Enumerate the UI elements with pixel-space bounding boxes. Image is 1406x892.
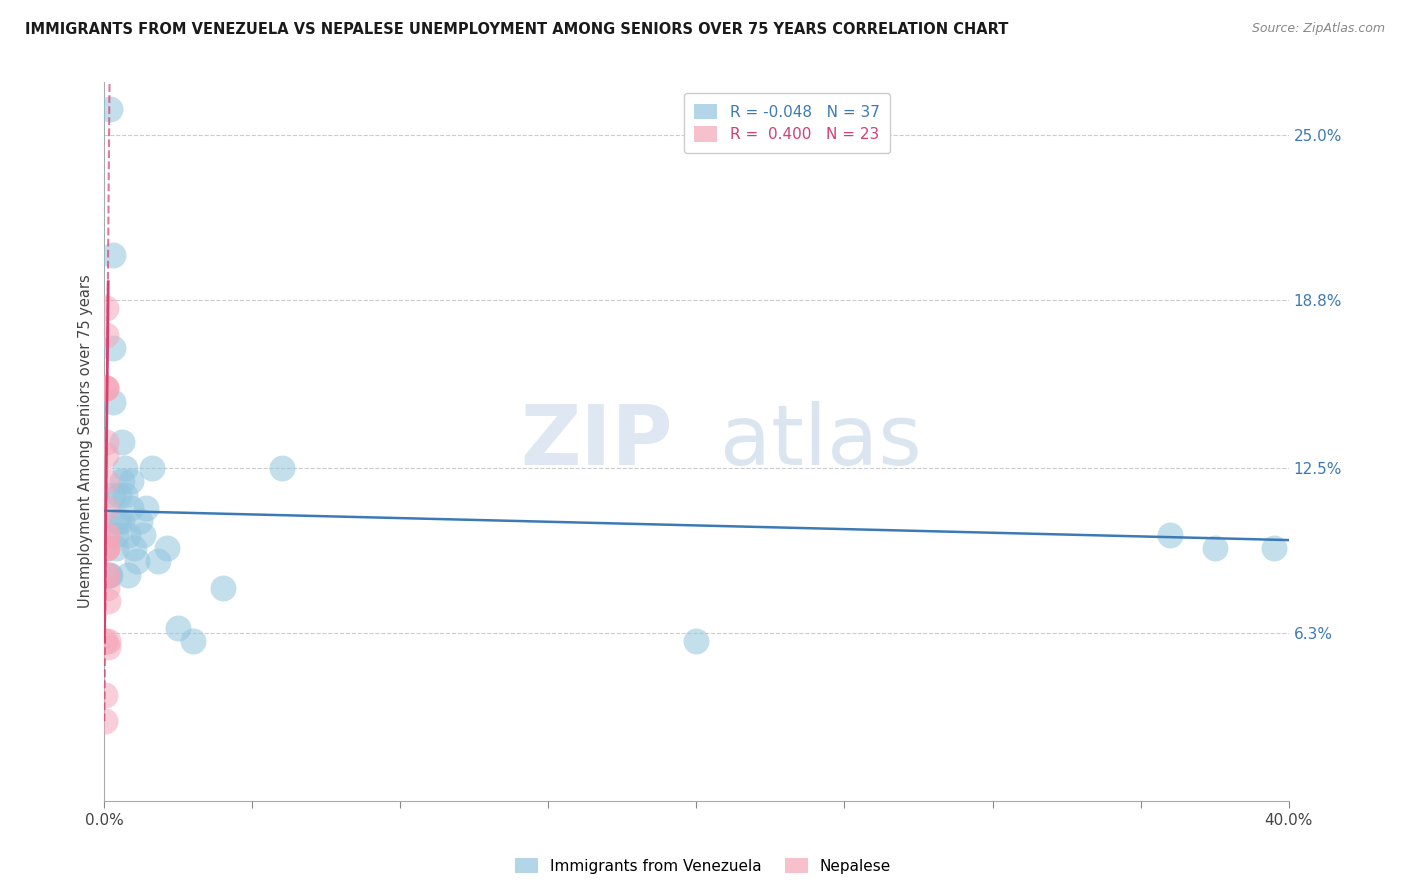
Text: ZIP: ZIP bbox=[520, 401, 673, 482]
Point bbox=[96, 381, 118, 395]
Point bbox=[96, 567, 118, 582]
Point bbox=[94, 381, 117, 395]
Point bbox=[1204, 541, 1226, 555]
Point bbox=[111, 515, 134, 529]
Text: IMMIGRANTS FROM VENEZUELA VS NEPALESE UNEMPLOYMENT AMONG SENIORS OVER 75 YEARS C: IMMIGRANTS FROM VENEZUELA VS NEPALESE UN… bbox=[25, 22, 1008, 37]
Point bbox=[117, 527, 139, 541]
Point bbox=[211, 581, 233, 595]
Point bbox=[135, 501, 157, 516]
Point bbox=[96, 501, 118, 516]
Point bbox=[94, 634, 117, 648]
Point bbox=[271, 461, 294, 475]
Point bbox=[96, 527, 118, 541]
Point bbox=[96, 527, 118, 541]
Point bbox=[155, 541, 177, 555]
Point bbox=[141, 461, 163, 475]
Point bbox=[114, 488, 136, 502]
Point bbox=[96, 541, 118, 555]
Point bbox=[96, 475, 118, 489]
Point bbox=[94, 328, 117, 343]
Point bbox=[96, 567, 118, 582]
Point bbox=[98, 567, 121, 582]
Point bbox=[105, 541, 128, 555]
Point bbox=[120, 501, 142, 516]
Point bbox=[94, 714, 117, 729]
Point bbox=[167, 621, 190, 635]
Point bbox=[114, 461, 136, 475]
Point bbox=[103, 341, 125, 355]
Point bbox=[97, 594, 120, 608]
Text: atlas: atlas bbox=[720, 401, 922, 482]
Point bbox=[111, 434, 134, 449]
Text: Source: ZipAtlas.com: Source: ZipAtlas.com bbox=[1251, 22, 1385, 36]
Point bbox=[1263, 541, 1285, 555]
Point bbox=[94, 381, 117, 395]
Point bbox=[103, 488, 125, 502]
Point bbox=[103, 248, 125, 262]
Point bbox=[97, 567, 120, 582]
Point bbox=[122, 541, 145, 555]
Point bbox=[146, 554, 169, 568]
Point bbox=[105, 527, 128, 541]
Point bbox=[97, 640, 120, 654]
Point bbox=[111, 475, 134, 489]
Point bbox=[94, 688, 117, 702]
Point bbox=[96, 541, 118, 555]
Point bbox=[117, 567, 139, 582]
Y-axis label: Unemployment Among Seniors over 75 years: Unemployment Among Seniors over 75 years bbox=[79, 275, 93, 608]
Point bbox=[132, 527, 155, 541]
Point bbox=[108, 515, 131, 529]
Point bbox=[94, 434, 117, 449]
Point bbox=[94, 301, 117, 316]
Point bbox=[105, 515, 128, 529]
Point bbox=[96, 448, 118, 462]
Point bbox=[108, 488, 131, 502]
Point bbox=[96, 581, 118, 595]
Point bbox=[97, 634, 120, 648]
Point bbox=[685, 634, 707, 648]
Point bbox=[1159, 527, 1181, 541]
Point bbox=[96, 541, 118, 555]
Point bbox=[181, 634, 204, 648]
Point bbox=[125, 554, 148, 568]
Legend: R = -0.048   N = 37, R =  0.400   N = 23: R = -0.048 N = 37, R = 0.400 N = 23 bbox=[683, 93, 890, 153]
Point bbox=[98, 102, 121, 116]
Point bbox=[129, 515, 152, 529]
Legend: Immigrants from Venezuela, Nepalese: Immigrants from Venezuela, Nepalese bbox=[509, 852, 897, 880]
Point bbox=[103, 394, 125, 409]
Point bbox=[120, 475, 142, 489]
